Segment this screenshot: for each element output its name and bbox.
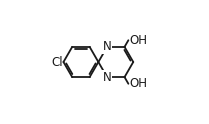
Text: N: N [103,71,111,84]
Text: OH: OH [129,34,147,47]
Text: N: N [103,40,111,53]
Text: Cl: Cl [51,56,62,68]
Text: OH: OH [129,77,147,90]
